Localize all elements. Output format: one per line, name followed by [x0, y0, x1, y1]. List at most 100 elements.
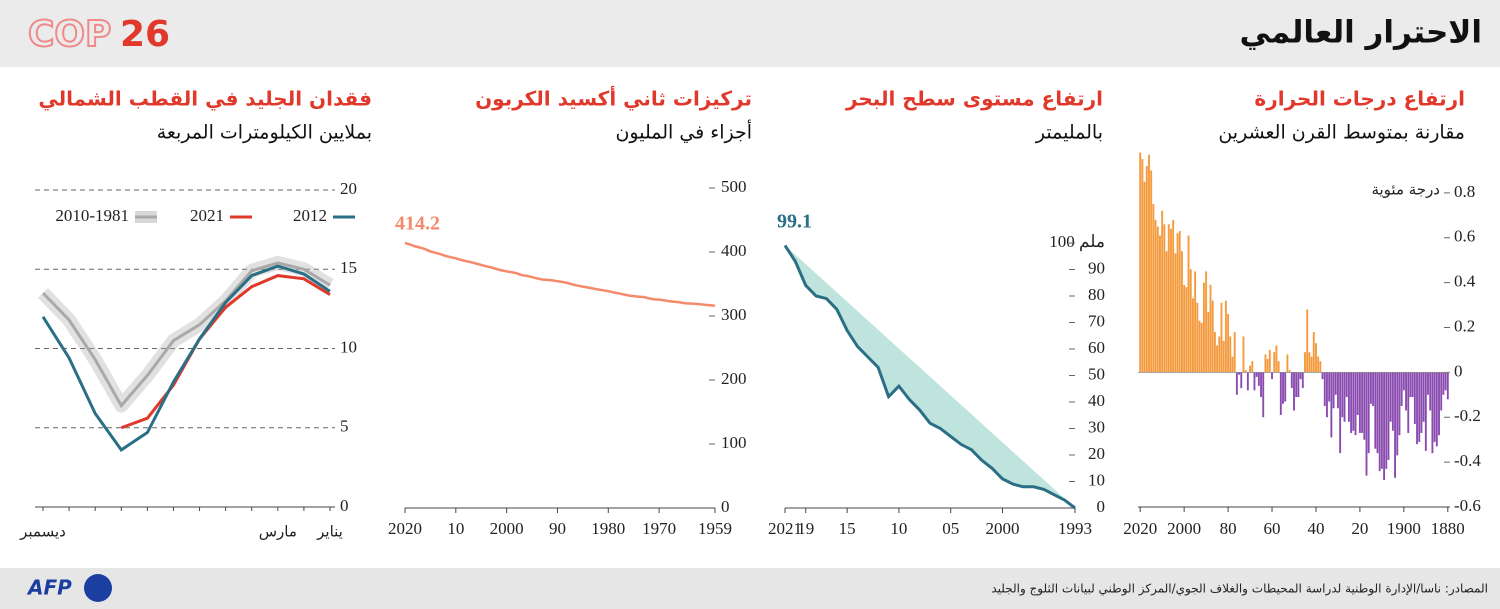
bar: [1326, 372, 1328, 418]
bar: [1235, 372, 1238, 395]
bar: [1396, 372, 1399, 456]
bar: [1202, 282, 1205, 373]
bar: [1306, 309, 1309, 373]
bar: [1251, 361, 1254, 373]
bar: [1260, 372, 1262, 398]
chart-subtitle: بملايين الكيلومترات المربعة: [157, 122, 372, 144]
bar: [1231, 356, 1234, 373]
line: [41, 264, 331, 452]
bar: [1317, 356, 1320, 373]
y-tick-label: 300: [721, 305, 747, 324]
bar: [1218, 336, 1221, 373]
legend-label: 2010-1981: [55, 206, 129, 225]
page-title: الاحترار العالمي: [1240, 15, 1482, 51]
bar: [1387, 372, 1390, 460]
bar: [1154, 219, 1157, 373]
y-tick-label: 10: [1088, 470, 1105, 489]
y-tick-label: 0: [340, 496, 349, 515]
bar: [1405, 372, 1407, 411]
bar: [1222, 340, 1225, 373]
y-tick-label: 50: [1088, 364, 1105, 383]
bar: [1255, 372, 1258, 377]
bar: [1339, 372, 1342, 454]
bar: [1275, 345, 1278, 373]
bar: [1246, 372, 1249, 391]
bar: [1363, 372, 1366, 440]
y-tick-label: 90: [1088, 258, 1105, 277]
bar: [1286, 354, 1289, 373]
bar: [1433, 372, 1436, 442]
bar: [1350, 372, 1353, 433]
bar: [1211, 300, 1214, 373]
line: [783, 244, 1076, 510]
bar: [1290, 372, 1293, 389]
y-tick-label: 0.8: [1454, 182, 1475, 201]
bar: [1143, 181, 1146, 373]
bar: [1227, 314, 1230, 373]
bar: [1165, 251, 1168, 373]
x-tick-label: 10: [447, 519, 464, 538]
y-tick-label: 30: [1088, 417, 1105, 436]
bar: [1244, 370, 1247, 373]
x-tick-label: 10: [890, 519, 907, 538]
bar: [1229, 336, 1232, 373]
bar: [1205, 271, 1208, 373]
bar: [1345, 372, 1348, 398]
bar: [1389, 372, 1392, 422]
y-tick-label: 0.6: [1454, 227, 1475, 246]
bar: [1330, 372, 1333, 438]
bar: [1416, 372, 1418, 445]
bar: [1304, 352, 1306, 373]
chart-title: ارتفاع مستوى سطح البحر: [845, 87, 1103, 111]
bar: [1398, 372, 1401, 436]
bar: [1402, 372, 1405, 391]
y-tick-label: 200: [721, 369, 747, 388]
chart-title: تركيزات ثاني أكسيد الكربون: [475, 85, 752, 112]
x-tick-label: 2021: [768, 519, 802, 538]
bar: [1444, 372, 1447, 391]
bar: [1242, 336, 1245, 373]
bar: [1159, 235, 1161, 373]
bar: [1418, 372, 1421, 442]
bar: [1446, 372, 1449, 400]
y-tick-label: 0: [1454, 361, 1463, 380]
bar: [1189, 269, 1192, 373]
bar: [1273, 352, 1276, 373]
bar: [1308, 352, 1311, 373]
bar: [1438, 372, 1440, 436]
bar: [1343, 372, 1346, 422]
bar: [1413, 372, 1416, 424]
x-tick-label: 90: [549, 519, 566, 538]
bar: [1148, 154, 1150, 373]
y-tick-label: 0.4: [1454, 272, 1476, 291]
legend-label: 2021: [190, 206, 224, 225]
bar: [1429, 372, 1432, 411]
y-tick-label: 20: [340, 179, 357, 198]
bar: [1431, 372, 1434, 454]
bar: [1361, 372, 1364, 433]
bar: [1224, 300, 1227, 373]
line: [120, 274, 331, 430]
bar: [1385, 372, 1388, 469]
x-tick-label: 40: [1307, 519, 1324, 538]
bar: [1178, 231, 1181, 373]
bar: [1440, 372, 1443, 411]
bar: [1407, 372, 1410, 433]
bar: [1282, 372, 1284, 404]
bar: [1288, 370, 1291, 373]
x-tick-label: 80: [1220, 519, 1237, 538]
logo-circle: [84, 574, 112, 602]
bar: [1400, 372, 1403, 407]
bar: [1194, 271, 1197, 373]
y-tick-label: 40: [1088, 391, 1105, 410]
y-tick-label: 400: [721, 241, 747, 260]
line: [41, 261, 331, 409]
bar: [1378, 372, 1381, 472]
bar: [1279, 372, 1282, 416]
bar: [1391, 372, 1394, 431]
bar: [1334, 372, 1337, 395]
bar: [1380, 372, 1383, 469]
bar: [1424, 372, 1427, 451]
bar: [1365, 372, 1368, 476]
y-tick-label: 100: [721, 433, 747, 452]
